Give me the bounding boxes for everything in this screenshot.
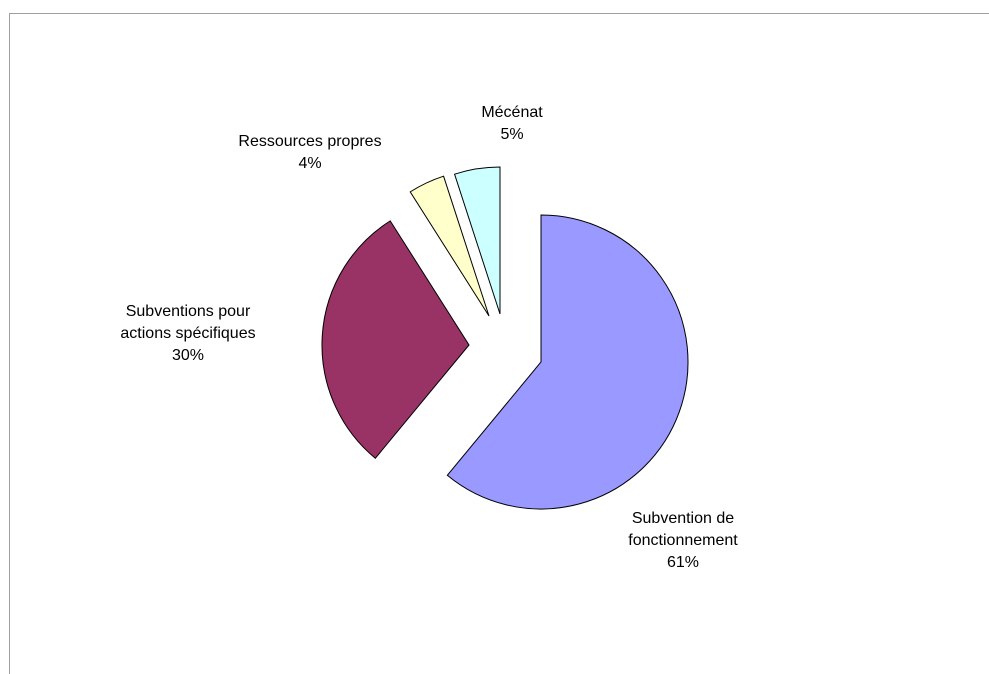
slice-mecenat-percent-label: 5%	[500, 126, 523, 143]
pie-labels: Subvention de fonctionnement 61% Subvention…	[120, 104, 738, 571]
slice-subvention-fonctionnement-name-label: fonctionnement	[628, 532, 738, 549]
slice-subventions-actions-specifiques-name-label: Subventions pour	[126, 303, 251, 320]
slice-ressources-propres-percent-label: 4%	[298, 155, 321, 172]
slice-ressources-propres	[409, 175, 490, 317]
slice-subvention-fonctionnement-percent-label: 61%	[667, 554, 699, 571]
chart-area	[9, 13, 989, 674]
pie-slices	[321, 166, 689, 510]
slice-subventions-actions-specifiques	[321, 220, 470, 459]
slice-subvention-fonctionnement	[446, 214, 689, 510]
slice-ressources-propres-name-label: Ressources propres	[238, 133, 381, 150]
slice-subventions-actions-specifiques-percent-label: 30%	[172, 347, 204, 364]
slice-mecenat-name-label: Mécénat	[481, 104, 543, 121]
slice-mecenat	[453, 166, 501, 315]
slice-subventions-actions-specifiques-name-label: actions spécifiques	[120, 325, 255, 342]
slice-subvention-fonctionnement-name-label: Subvention de	[632, 510, 734, 527]
